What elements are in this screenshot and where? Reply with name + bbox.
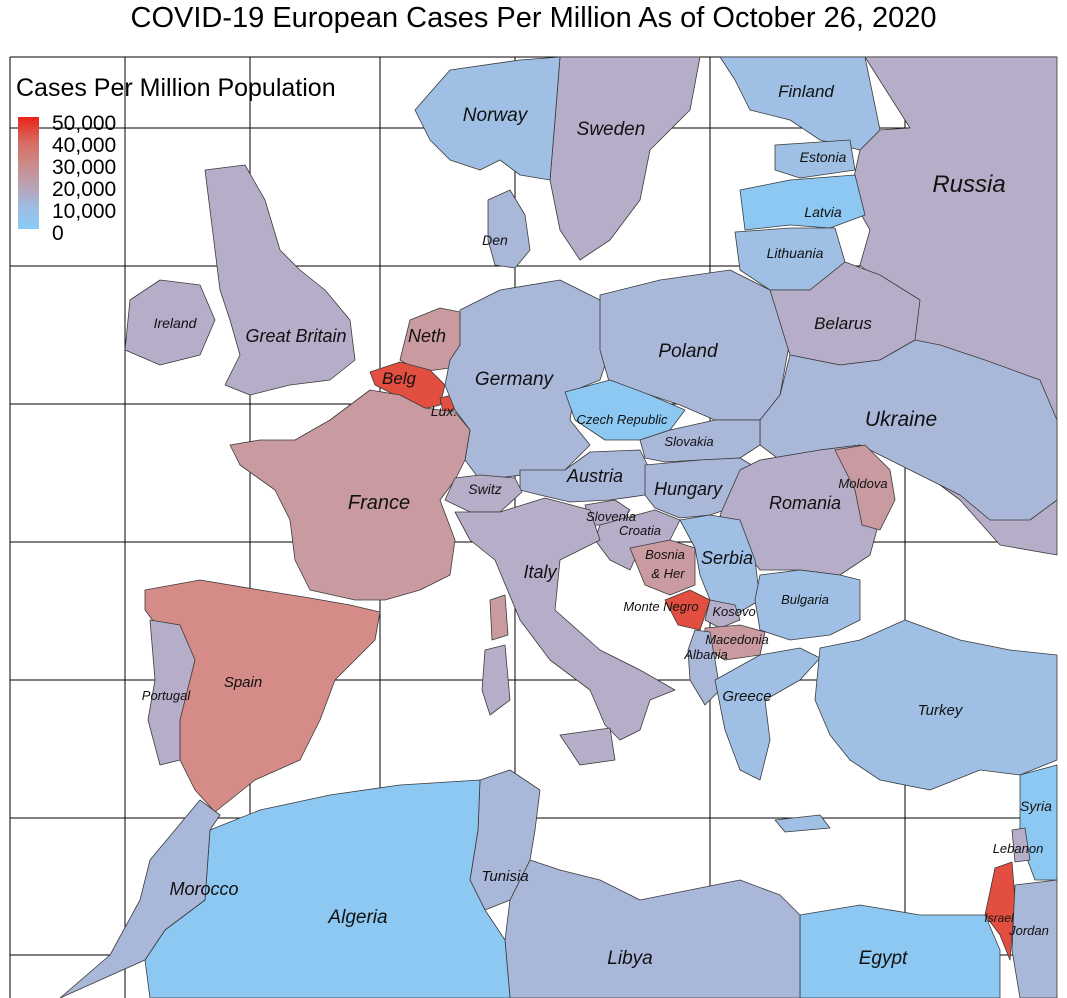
label-bosnia: Bosnia: [645, 547, 685, 562]
label-israel: Israel: [984, 911, 1014, 925]
label-lebanon: Lebanon: [993, 841, 1044, 856]
country-shape-lebanon: [1011, 827, 1031, 863]
legend-tick-40000: 40,000: [52, 134, 117, 157]
legend-tick-30000: 30,000: [52, 156, 117, 179]
label-ukraine: Ukraine: [865, 408, 937, 431]
country-shape-sweden: [549, 56, 701, 261]
country-shape-syria: [1019, 764, 1058, 881]
label-slovenia: Slovenia: [586, 509, 636, 524]
country-shape-albania: [687, 629, 721, 706]
country-shape-france: [229, 389, 471, 601]
country-shape-germany: [444, 279, 611, 481]
label-belarus: Belarus: [814, 314, 872, 333]
legend-tick-50000: 50,000: [52, 112, 117, 135]
country-shape-jordan: [1011, 879, 1058, 998]
country-shape-bulgaria: [754, 569, 861, 641]
country-shape-belgium: [369, 361, 446, 411]
label-finland: Finland: [778, 82, 834, 101]
country-shape-egypt: [799, 904, 1001, 998]
country-shape-switzerland: [444, 474, 523, 513]
country-shape-denmark: [487, 189, 531, 269]
label-estonia: Estonia: [800, 149, 847, 165]
label-netherlands: Neth: [408, 326, 446, 346]
label-russia: Russia: [932, 171, 1005, 198]
label-austria: Austria: [566, 466, 623, 486]
label-latvia: Latvia: [804, 204, 842, 220]
country-shape-crete: [774, 814, 831, 833]
country-shape-corsica: [489, 594, 509, 641]
legend-tick-10000: 10,000: [52, 200, 117, 223]
label-syria: Syria: [1020, 798, 1052, 814]
countries: [59, 56, 1058, 998]
label-egypt: Egypt: [859, 948, 908, 969]
label-bosnia-her: & Her: [651, 566, 685, 581]
country-shape-estonia: [774, 139, 856, 179]
label-greece: Greece: [722, 688, 771, 705]
label-morocco: Morocco: [169, 879, 238, 899]
label-great-britain: Great Britain: [245, 326, 346, 346]
country-shape-serbia: [679, 514, 761, 616]
label-portugal: Portugal: [142, 688, 192, 703]
label-luxembourg: Lux.: [431, 403, 457, 419]
label-italy: Italy: [523, 562, 557, 582]
label-hungary: Hungary: [654, 479, 723, 499]
country-shape-latvia: [739, 174, 866, 231]
legend-tick-20000: 20,000: [52, 178, 117, 201]
label-belgium: Belg: [382, 369, 417, 388]
legend-tick-0: 0: [52, 222, 64, 245]
label-montenegro: Monte Negro: [623, 599, 698, 614]
country-shape-bosnia: [629, 539, 696, 596]
label-macedonia: Macedonia: [705, 632, 769, 647]
country-shape-sicily: [559, 727, 616, 766]
country-shape-italy: [454, 497, 676, 741]
country-shape-norway: [414, 56, 561, 181]
label-france: France: [348, 492, 410, 514]
legend-color-bar: [18, 117, 39, 229]
label-libya: Libya: [607, 948, 652, 969]
label-slovakia: Slovakia: [664, 434, 713, 449]
label-ireland: Ireland: [154, 315, 198, 331]
country-shape-moldova: [834, 444, 896, 531]
label-croatia: Croatia: [619, 523, 661, 538]
label-albania: Albania: [683, 647, 727, 662]
country-shape-ireland: [124, 279, 216, 366]
country-shape-greece: [714, 647, 821, 781]
label-denmark: Den: [482, 232, 508, 248]
label-romania: Romania: [769, 493, 841, 513]
map-title: COVID-19 European Cases Per Million As o…: [130, 2, 937, 34]
country-shape-kosovo: [704, 599, 741, 629]
label-norway: Norway: [463, 105, 529, 126]
label-tunisia: Tunisia: [481, 868, 528, 885]
label-kosovo: Kosovo: [712, 604, 755, 619]
country-shape-portugal: [147, 619, 196, 766]
label-czech-republic: Czech Republic: [576, 412, 668, 427]
label-lithuania: Lithuania: [767, 245, 824, 261]
country-shape-morocco: [59, 799, 221, 998]
country-shape-slovakia: [639, 419, 761, 463]
label-switzerland: Switz: [468, 481, 501, 497]
label-turkey: Turkey: [918, 702, 964, 719]
label-germany: Germany: [475, 369, 555, 390]
label-moldova: Moldova: [838, 476, 887, 491]
label-poland: Poland: [658, 341, 719, 362]
country-shape-finland: [719, 56, 881, 151]
label-spain: Spain: [224, 674, 262, 691]
label-jordan: Jordan: [1008, 923, 1049, 938]
country-shape-montenegro: [664, 589, 711, 631]
legend-title: Cases Per Million Population: [16, 74, 336, 102]
country-shape-libya: [504, 859, 801, 998]
label-serbia: Serbia: [701, 548, 753, 568]
country-shape-great-britain: [204, 164, 356, 396]
label-algeria: Algeria: [327, 907, 387, 928]
country-shape-sardinia: [481, 644, 511, 716]
country-labels: Norway Sweden Finland Russia Estonia Lat…: [142, 82, 1052, 969]
label-bulgaria: Bulgaria: [781, 592, 829, 607]
label-sweden: Sweden: [577, 119, 646, 140]
